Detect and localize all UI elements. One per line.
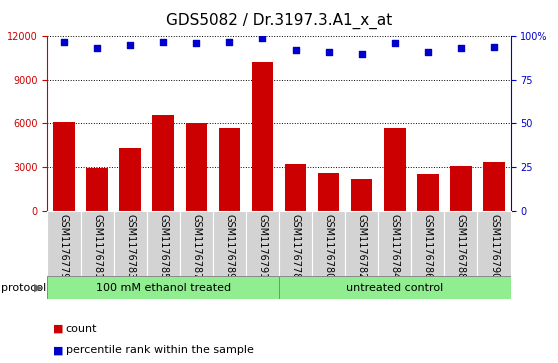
Text: ■: ■ bbox=[53, 345, 64, 355]
Text: 100 mM ethanol treated: 100 mM ethanol treated bbox=[95, 283, 231, 293]
Text: GSM1176789: GSM1176789 bbox=[224, 214, 234, 279]
Point bbox=[489, 44, 498, 50]
Point bbox=[60, 38, 69, 44]
Bar bbox=[483, 162, 505, 211]
Bar bbox=[312, 211, 345, 276]
Bar bbox=[47, 276, 279, 299]
Bar bbox=[279, 276, 511, 299]
Text: GSM1176788: GSM1176788 bbox=[456, 214, 466, 279]
Text: ▶: ▶ bbox=[33, 283, 42, 293]
Point bbox=[258, 35, 267, 41]
Text: GSM1176790: GSM1176790 bbox=[489, 214, 499, 279]
Bar bbox=[186, 123, 207, 211]
Point bbox=[192, 40, 201, 46]
Point bbox=[93, 46, 102, 52]
Text: untreated control: untreated control bbox=[346, 283, 444, 293]
Bar bbox=[219, 128, 240, 211]
Point bbox=[126, 42, 134, 48]
Text: GSM1176784: GSM1176784 bbox=[390, 214, 400, 279]
Bar bbox=[86, 168, 108, 211]
Bar bbox=[345, 211, 378, 276]
Bar bbox=[114, 211, 147, 276]
Bar bbox=[246, 211, 279, 276]
Bar bbox=[285, 164, 306, 211]
Text: GDS5082 / Dr.3197.3.A1_x_at: GDS5082 / Dr.3197.3.A1_x_at bbox=[166, 13, 392, 29]
Bar bbox=[318, 173, 339, 211]
Bar bbox=[252, 62, 273, 211]
Bar bbox=[450, 166, 472, 211]
Bar bbox=[478, 211, 511, 276]
Bar bbox=[411, 211, 444, 276]
Point bbox=[390, 40, 399, 46]
Text: GSM1176779: GSM1176779 bbox=[59, 214, 69, 279]
Bar bbox=[53, 122, 75, 211]
Point bbox=[324, 49, 333, 55]
Point bbox=[291, 47, 300, 53]
Point bbox=[225, 38, 234, 44]
Text: ■: ■ bbox=[53, 323, 64, 334]
Bar bbox=[213, 211, 246, 276]
Text: GSM1176778: GSM1176778 bbox=[291, 214, 301, 279]
Bar bbox=[417, 174, 439, 211]
Bar bbox=[384, 128, 406, 211]
Bar bbox=[351, 179, 372, 211]
Text: GSM1176782: GSM1176782 bbox=[357, 214, 367, 279]
Text: percentile rank within the sample: percentile rank within the sample bbox=[66, 345, 254, 355]
Text: GSM1176787: GSM1176787 bbox=[191, 214, 201, 279]
Bar bbox=[80, 211, 114, 276]
Text: count: count bbox=[66, 323, 97, 334]
Text: GSM1176791: GSM1176791 bbox=[257, 214, 267, 279]
Bar bbox=[147, 211, 180, 276]
Text: GSM1176785: GSM1176785 bbox=[158, 214, 168, 279]
Point bbox=[357, 51, 366, 57]
Bar bbox=[119, 148, 141, 211]
Text: GSM1176781: GSM1176781 bbox=[92, 214, 102, 279]
Point bbox=[158, 38, 167, 44]
Text: GSM1176783: GSM1176783 bbox=[125, 214, 135, 279]
Bar bbox=[279, 211, 312, 276]
Bar bbox=[378, 211, 411, 276]
Point bbox=[424, 49, 432, 55]
Bar bbox=[152, 115, 174, 211]
Bar bbox=[47, 211, 80, 276]
Bar bbox=[444, 211, 478, 276]
Point bbox=[456, 46, 465, 52]
Text: protocol: protocol bbox=[1, 283, 46, 293]
Bar bbox=[180, 211, 213, 276]
Text: GSM1176786: GSM1176786 bbox=[423, 214, 433, 279]
Text: GSM1176780: GSM1176780 bbox=[324, 214, 334, 279]
